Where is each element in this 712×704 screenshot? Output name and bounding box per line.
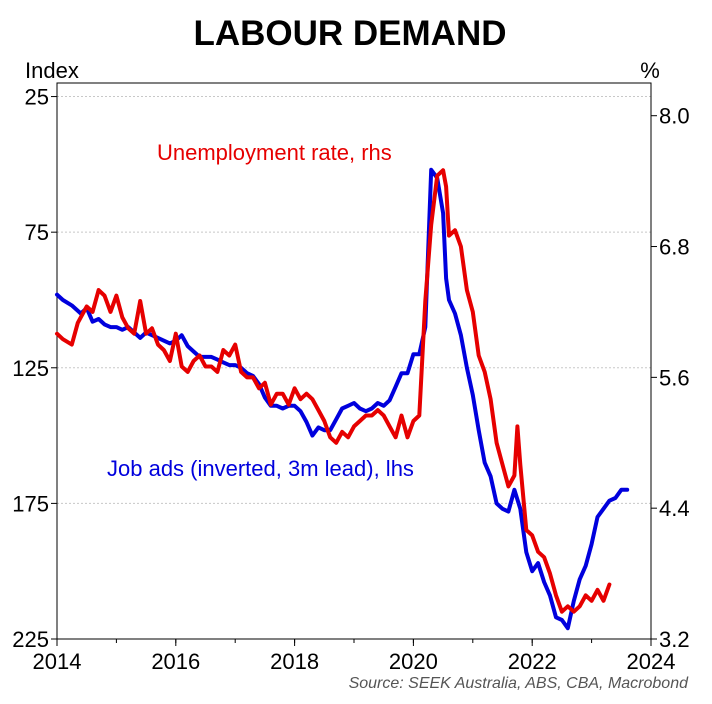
unemployment-rate-line [55,168,612,614]
x-tick-label: 2016 [151,649,200,674]
source-note: Source: SEEK Australia, ABS, CBA, Macrob… [349,675,690,692]
left-tick-label: 225 [12,627,49,652]
unemployment-annotation: Unemployment rate, rhs [157,140,392,165]
right-tick-label: 8.0 [659,104,690,129]
x-tick-label: 2014 [33,649,82,674]
right-tick-label: 5.6 [659,365,690,390]
left-tick-label: 125 [12,356,49,381]
x-tick-label: 2024 [627,649,676,674]
left-axis: 25 75 125 175 225 [12,85,57,652]
grid-lines [57,96,651,640]
right-axis: 8.0 6.8 5.6 4.4 3.2 [651,104,690,652]
left-axis-label: Index [25,58,79,83]
x-tick-label: 2020 [389,649,438,674]
right-tick-label: 4.4 [659,496,690,521]
x-axis: 2014 2016 2018 2020 2022 2024 [33,639,676,674]
plot-frame [56,82,652,640]
right-tick-label: 6.8 [659,235,690,260]
job-ads-annotation: Job ads (inverted, 3m lead), lhs [107,456,414,481]
right-axis-label: % [640,58,660,83]
x-tick-label: 2022 [508,649,557,674]
series-lines [55,167,630,631]
left-tick-label: 25 [25,85,49,110]
job-ads-line [55,167,630,631]
left-tick-label: 175 [12,491,49,516]
right-tick-label: 3.2 [659,627,690,652]
chart-title: LABOUR DEMAND [193,14,506,53]
x-tick-label: 2018 [270,649,319,674]
left-tick-label: 75 [25,220,49,245]
